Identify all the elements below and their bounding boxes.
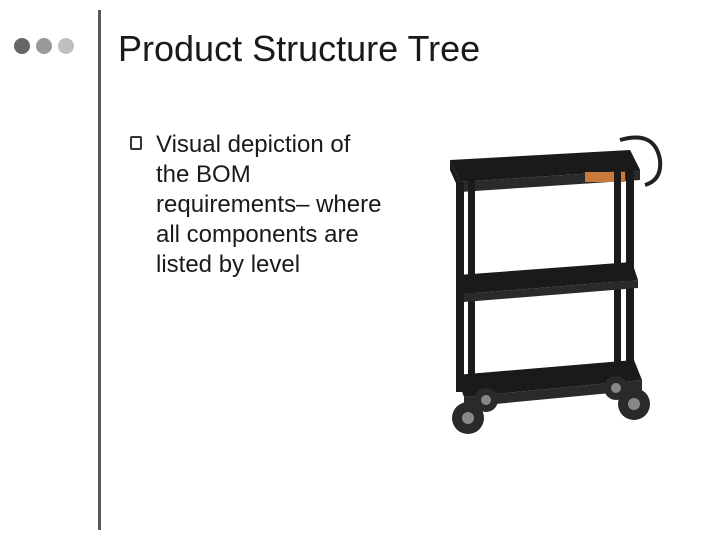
dot-1: [14, 38, 30, 54]
av-cart-illustration: [430, 120, 670, 440]
decorative-dots: [14, 38, 74, 54]
dot-2: [36, 38, 52, 54]
slide-title: Product Structure Tree: [118, 28, 480, 70]
bullet-item: Visual depiction of the BOM requirements…: [130, 130, 386, 280]
top-shelf: [450, 150, 640, 192]
bullet-text: Visual depiction of the BOM requirements…: [156, 130, 386, 280]
vertical-divider: [98, 10, 101, 530]
wheel-back-right: [604, 376, 628, 400]
wheel-back-left: [474, 388, 498, 412]
middle-shelf: [458, 262, 638, 302]
bullet-icon: [130, 136, 142, 150]
dot-3: [58, 38, 74, 54]
